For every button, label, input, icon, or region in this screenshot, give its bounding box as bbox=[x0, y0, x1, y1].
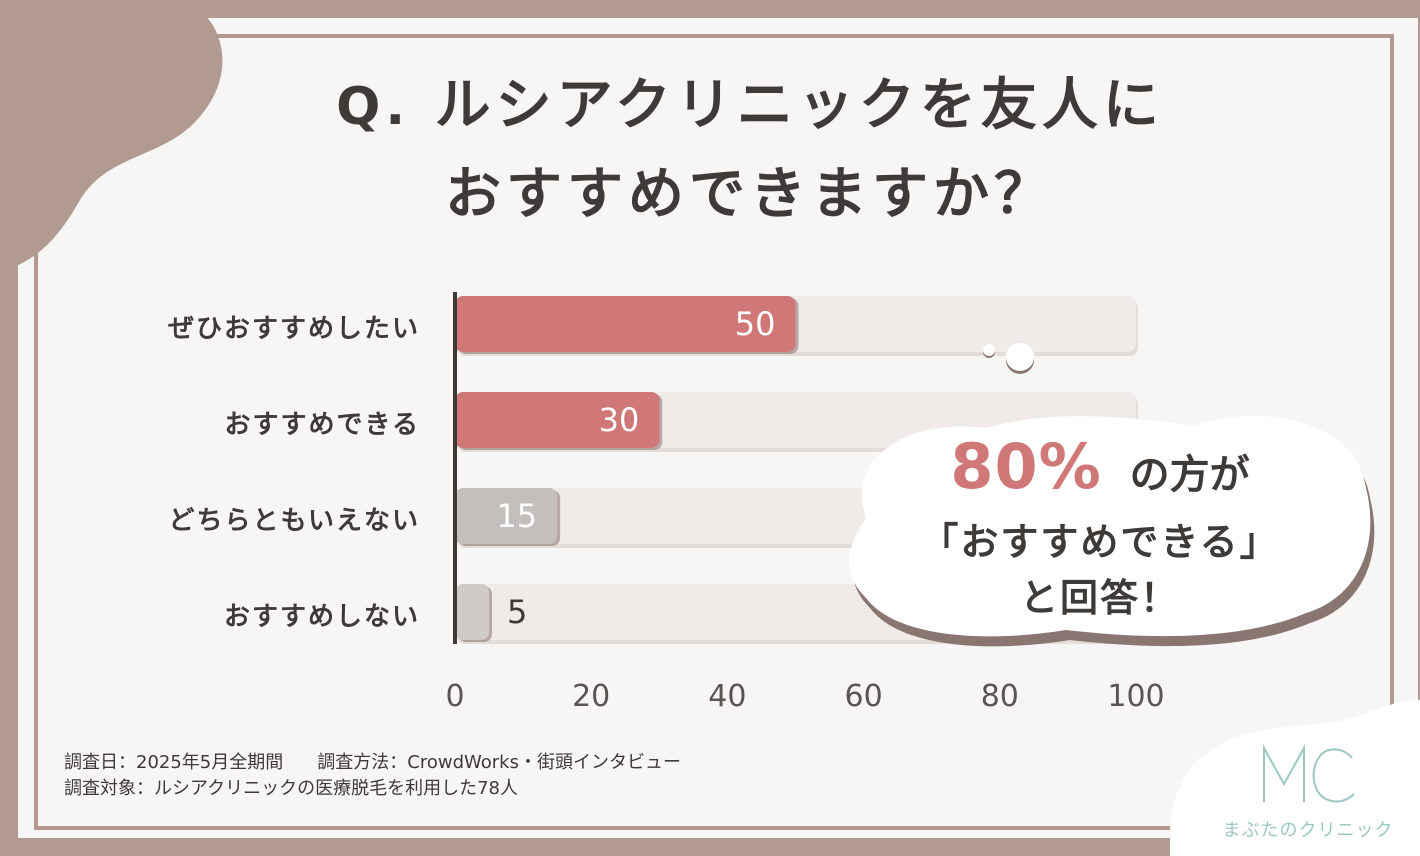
x-tick-label: 80 bbox=[981, 679, 1019, 714]
logo-name: まぶたのクリニック bbox=[1222, 820, 1394, 841]
decorative-blob bbox=[0, 0, 223, 272]
callout-bubble bbox=[849, 415, 1375, 647]
x-tick-label: 60 bbox=[845, 679, 883, 714]
question-title: Q. ルシアクリニックを友人に おすすめできますか？ bbox=[0, 62, 1420, 239]
callout-line-2: 「おすすめできる」 bbox=[920, 520, 1280, 564]
bar bbox=[455, 584, 490, 640]
bubble-dots bbox=[983, 343, 1034, 374]
callout-text: 80% の方が 「おすすめできる」 と回答！ bbox=[850, 428, 1350, 626]
footer-line-1: 調査日：2025年5月全期間 調査方法：CrowdWorks・街頭インタビュー bbox=[64, 750, 681, 776]
category-label: どちらともいえない bbox=[168, 506, 420, 536]
survey-date: 調査日：2025年5月全期間 bbox=[64, 752, 284, 773]
callout-line-1: 80% の方が bbox=[850, 428, 1350, 514]
question-mark: Q. bbox=[336, 77, 411, 137]
category-label: おすすめしない bbox=[223, 602, 420, 632]
logo-blob bbox=[1170, 700, 1420, 856]
bar-value-label: 30 bbox=[599, 401, 640, 439]
bar-value-label: 5 bbox=[507, 593, 527, 631]
callout-line-3: と回答！ bbox=[1019, 576, 1180, 620]
title-line-2: おすすめできますか？ bbox=[445, 162, 1055, 227]
title-line-1: Q. ルシアクリニックを友人に bbox=[0, 62, 1420, 151]
callout-line-1-rest: の方が bbox=[1129, 452, 1250, 498]
callout-percent: 80% bbox=[950, 430, 1102, 503]
x-tick-label: 20 bbox=[572, 679, 610, 714]
bar bbox=[455, 488, 558, 544]
bar bbox=[455, 392, 660, 448]
survey-method: 調査方法：CrowdWorks・街頭インタビュー bbox=[317, 752, 681, 773]
bar-value-label: 15 bbox=[496, 497, 537, 535]
x-tick-label: 0 bbox=[445, 679, 464, 714]
x-tick-label: 40 bbox=[708, 679, 746, 714]
bar bbox=[455, 296, 796, 352]
survey-footer: 調査日：2025年5月全期間 調査方法：CrowdWorks・街頭インタビュー 調… bbox=[64, 750, 681, 802]
x-tick-label: 100 bbox=[1107, 679, 1164, 714]
category-label: ぜひおすすめしたい bbox=[167, 314, 420, 344]
title-line-1-text: ルシアクリニックを友人に bbox=[434, 73, 1164, 138]
category-label: おすすめできる bbox=[224, 410, 420, 440]
logo-mark-icon bbox=[1263, 744, 1355, 803]
bar-value-label: 50 bbox=[735, 305, 776, 343]
survey-target: 調査対象：ルシアクリニックの医療脱毛を利用した78人 bbox=[64, 778, 519, 799]
